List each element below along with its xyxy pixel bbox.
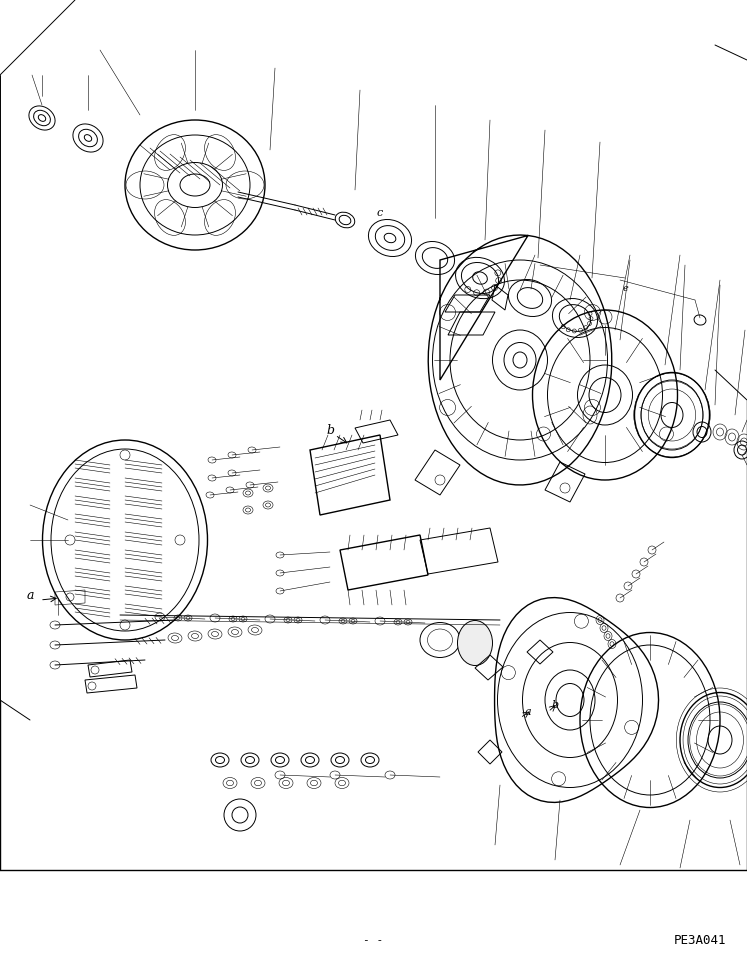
Text: a: a: [524, 707, 531, 717]
Text: - -: - -: [363, 935, 383, 945]
Text: b: b: [551, 700, 559, 710]
Text: e: e: [622, 283, 628, 293]
Ellipse shape: [457, 620, 492, 665]
Text: a: a: [26, 588, 34, 602]
Text: b: b: [326, 424, 334, 436]
Text: PE3A041: PE3A041: [674, 933, 726, 947]
Text: c: c: [377, 208, 383, 218]
